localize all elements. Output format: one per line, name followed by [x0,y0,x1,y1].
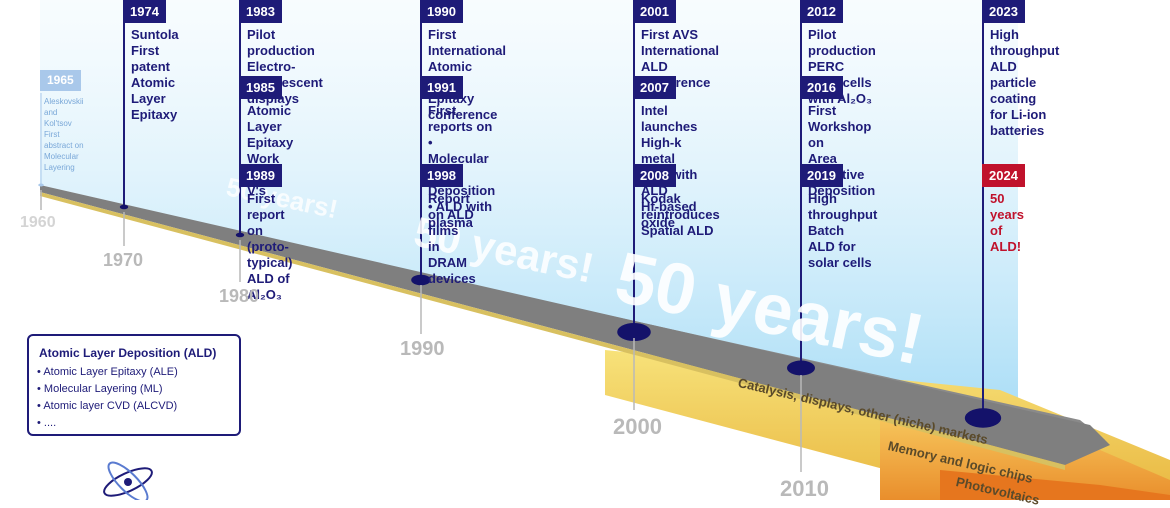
decade-label: 2000 [613,414,662,439]
event-year: 1991 [420,76,463,99]
event-description: High throughput Batch ALD for solar cell… [808,191,878,270]
event-marker [38,183,44,187]
event-year: 2001 [633,0,676,23]
timeline-bar [40,185,1110,465]
event-description: Report on ALD films in DRAM devices [428,191,476,286]
event-year: 2024 [982,164,1025,187]
decade-label: 1970 [103,250,144,270]
event-description: First report on (proto- typical) ALD of … [247,191,293,302]
event-marker [411,274,431,286]
event-marker [787,360,815,376]
event-year: 1989 [239,164,282,187]
event-marker [617,323,651,341]
decade-label: 1990 [400,338,445,360]
legend-item: Atomic Layer Epitaxy (ALE) [37,364,178,381]
event-description: High throughput ALD particle coating for… [990,27,1060,138]
event-description: Kodak reintroduces Spatial ALD [641,191,720,238]
event-year: 2012 [800,0,843,23]
decade-label: 1960 [20,214,56,231]
legend-title: Atomic Layer Deposition (ALD) [39,346,217,360]
decade-label: 2010 [780,476,829,501]
event-year: 2007 [633,76,676,99]
event-year: 1998 [420,164,463,187]
event-year: 2008 [633,164,676,187]
event-marker [235,232,245,238]
event-description: Suntola First patent Atomic Layer Epitax… [131,27,179,122]
legend-item: .... [37,415,178,432]
timeline-edge [40,192,1065,470]
event-year: 2023 [982,0,1025,23]
legend-list: Atomic Layer Epitaxy (ALE) Molecular Lay… [37,364,178,432]
event-year: 1990 [420,0,463,23]
event-year: 1974 [123,0,166,23]
event-description: Aleskovskii and Kol'tsov First abstract … [44,97,84,172]
event-marker [119,204,129,210]
market-band-pv [940,470,1170,500]
event-year: 1983 [239,0,282,23]
event-year: 1985 [239,76,282,99]
event-year: 1965 [40,70,81,91]
event-year: 2019 [800,164,843,187]
legend-item: Molecular Layering (ML) [37,381,178,398]
ald-logo [103,461,153,500]
event-description: Intel launches High-k metal gate with AL… [641,103,698,230]
event-description: 50 years of ALD! [990,191,1024,254]
event-year: 2016 [800,76,843,99]
ald-legend-box: Atomic Layer Deposition (ALD) Atomic Lay… [27,334,241,436]
legend-item: Atomic layer CVD (ALCVD) [37,398,178,415]
event-marker [964,408,1002,428]
decade-label: 1980 [219,286,260,306]
